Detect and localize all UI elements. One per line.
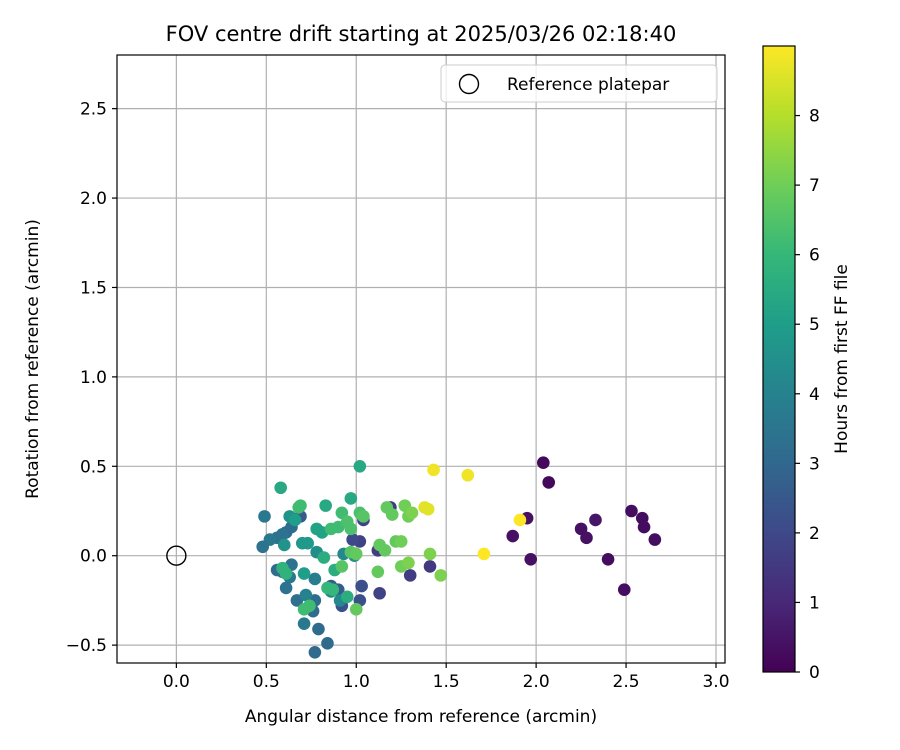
x-tick-label: 1.5 <box>433 672 460 692</box>
data-point <box>402 556 415 570</box>
data-point <box>373 586 386 600</box>
colorbar-tick-label: 4 <box>809 385 820 405</box>
data-point <box>279 567 293 580</box>
data-point <box>506 529 520 543</box>
data-point <box>335 560 349 573</box>
data-point <box>385 508 399 521</box>
data-point <box>589 513 602 527</box>
data-point <box>403 569 417 582</box>
colorbar-tick-label: 0 <box>809 663 820 683</box>
data-point <box>258 510 271 523</box>
data-point <box>524 552 538 566</box>
colorbar-tick-label: 6 <box>809 246 820 266</box>
data-point <box>294 499 307 512</box>
y-tick-label: −0.5 <box>66 636 107 656</box>
x-tick-label: 0.5 <box>253 672 280 692</box>
data-point <box>256 540 270 554</box>
reference-marker-layer <box>166 545 187 566</box>
colorbar-label: Hours from first FF file <box>832 264 852 454</box>
y-tick-label: 0.5 <box>80 457 107 477</box>
data-point <box>357 510 370 523</box>
data-point <box>461 468 475 482</box>
y-tick-label: 1.5 <box>80 278 107 298</box>
colorbar-tick-label: 2 <box>809 524 820 544</box>
y-tick-label: 0.0 <box>80 547 107 567</box>
data-point <box>537 456 550 470</box>
data-point <box>274 481 287 495</box>
data-point <box>308 572 322 586</box>
data-point <box>648 533 662 546</box>
data-point <box>405 506 419 520</box>
data-point <box>344 522 358 536</box>
data-point <box>312 622 325 636</box>
x-tick-label: 2.0 <box>523 672 550 692</box>
data-point <box>601 552 615 566</box>
data-point <box>423 560 437 573</box>
data-point <box>477 547 491 561</box>
data-point <box>317 551 331 564</box>
data-point <box>637 520 651 534</box>
y-axis-label: Rotation from reference (arcmin) <box>23 219 43 499</box>
scatter-points <box>256 456 662 659</box>
legend-label: Reference platepar <box>507 75 669 95</box>
data-point <box>301 536 314 550</box>
data-point <box>542 476 556 489</box>
data-point <box>344 492 358 505</box>
plot-frame <box>116 54 726 664</box>
data-point <box>625 504 638 518</box>
data-point <box>279 581 293 595</box>
data-point <box>349 547 363 561</box>
data-point <box>288 513 302 527</box>
colorbar-gradient <box>762 45 796 673</box>
data-point <box>308 645 322 659</box>
reference-platepar-marker <box>166 545 187 566</box>
y-tick-label: 2.0 <box>80 189 107 209</box>
colorbar-tick-label: 1 <box>809 593 820 613</box>
colorbar-ticks: 0 1 2 3 4 5 6 7 8 <box>795 107 820 683</box>
legend-box <box>440 64 718 103</box>
data-point <box>321 637 334 650</box>
data-point <box>394 535 408 548</box>
data-point <box>617 583 631 596</box>
data-point <box>421 502 435 516</box>
data-point <box>349 603 363 616</box>
data-point <box>434 569 448 582</box>
x-tick-label: 2.5 <box>613 672 640 692</box>
data-point <box>371 565 385 579</box>
legend-open-circle-marker <box>458 73 480 95</box>
x-axis-ticks: 0.0 0.5 1.0 1.5 2.0 2.5 3.0 <box>163 663 730 692</box>
x-tick-label: 1.0 <box>343 672 370 692</box>
data-point <box>353 459 367 473</box>
chart-title: FOV centre drift starting at 2025/03/26 … <box>166 22 677 46</box>
y-tick-label: 1.0 <box>80 368 107 388</box>
colorbar-tick-label: 7 <box>809 176 820 196</box>
data-point <box>326 583 340 596</box>
colorbar-tick-label: 3 <box>809 454 820 474</box>
x-tick-label: 0.0 <box>163 672 190 692</box>
x-tick-label: 3.0 <box>702 672 729 692</box>
colorbar-tick-label: 5 <box>809 315 820 335</box>
data-point <box>378 544 392 557</box>
data-point <box>277 538 291 552</box>
y-axis-ticks: −0.5 0.0 0.5 1.0 1.5 2.0 2.5 <box>66 100 117 656</box>
data-point <box>513 513 527 527</box>
data-point <box>346 533 359 546</box>
x-axis-label: Angular distance from reference (arcmin) <box>245 707 597 727</box>
data-point <box>299 588 313 602</box>
data-point <box>303 599 316 613</box>
data-point <box>580 531 593 545</box>
data-point <box>297 567 311 580</box>
legend: Reference platepar <box>440 64 718 103</box>
colorbar-tick-label: 8 <box>809 107 820 127</box>
grid <box>117 55 725 663</box>
data-point <box>423 547 437 561</box>
data-point <box>297 617 311 630</box>
data-point <box>355 579 368 593</box>
data-point <box>340 590 354 604</box>
colorbar: 0 1 2 3 4 5 6 7 8 Hours from first FF file <box>762 45 852 683</box>
y-tick-label: 2.5 <box>80 100 107 120</box>
data-point <box>427 463 440 477</box>
data-point <box>319 499 332 512</box>
